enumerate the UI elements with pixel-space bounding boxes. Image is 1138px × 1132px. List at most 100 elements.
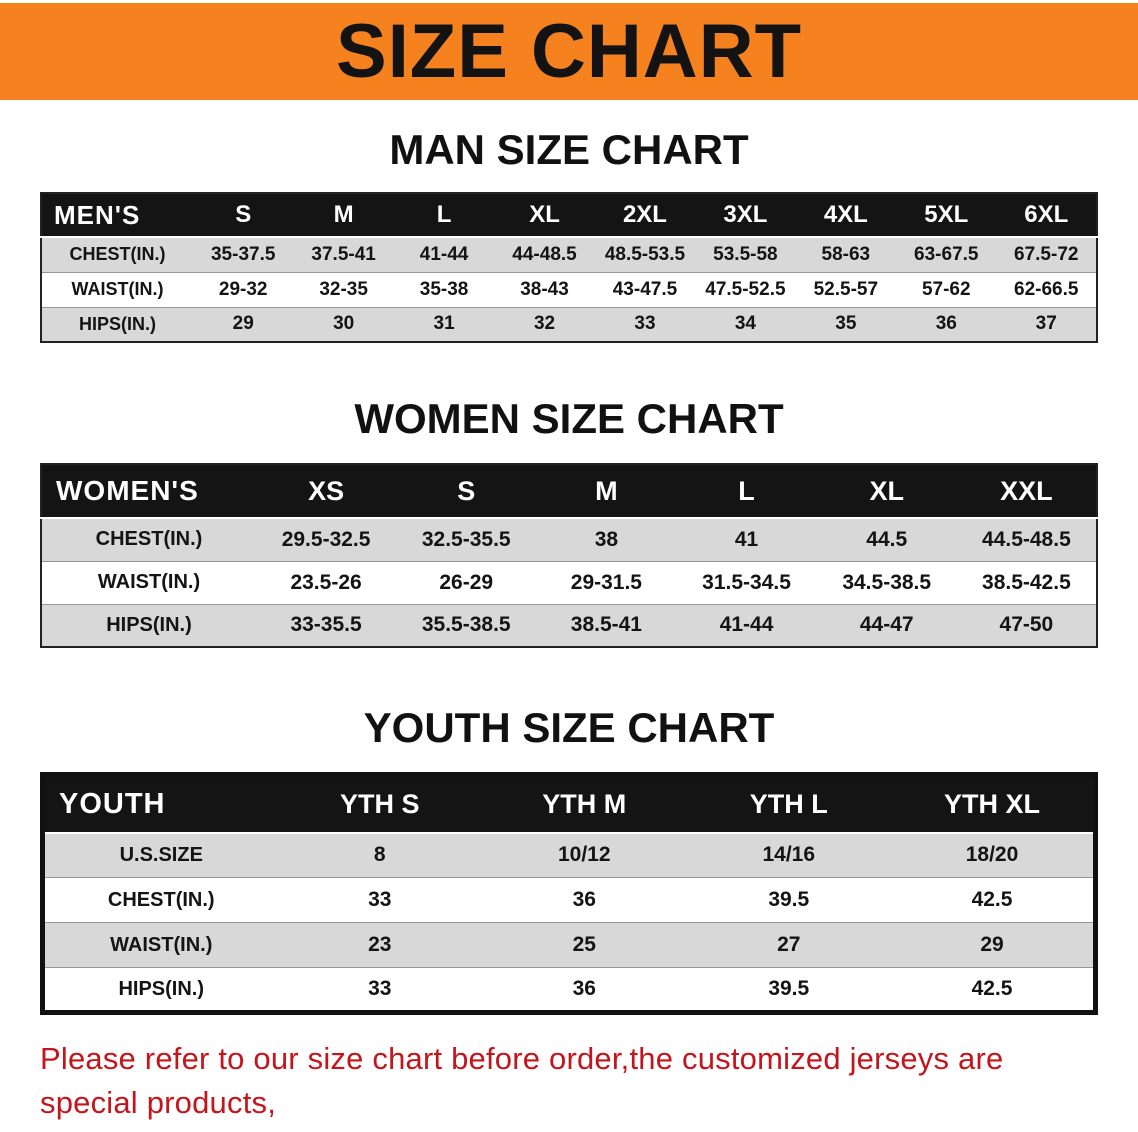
youth-size-table: YOUTH YTH S YTH M YTH L YTH XL U.S.SIZE 8 10/12… bbox=[40, 772, 1098, 1015]
size-value-cell: 36 bbox=[572, 888, 596, 911]
size-value-cell: 53.5-58 bbox=[713, 243, 778, 265]
size-value-cell: 32 bbox=[533, 313, 556, 335]
size-column-header: YTH S bbox=[277, 774, 482, 834]
size-value-cell: 35 bbox=[835, 313, 857, 335]
size-value-cell: 44-47 bbox=[859, 613, 914, 637]
table-row: CHEST(IN.) 33 36 39.5 42.5 bbox=[42, 877, 1096, 923]
row-label-cell: WAIST(IN.) bbox=[97, 571, 201, 593]
table-row: WAIST(IN.) 29-32 32-35 35-38 38-43 43-47.5 47.… bbox=[41, 272, 1097, 307]
row-label-cell: WAIST(IN.) bbox=[71, 279, 164, 299]
size-value-cell: 33 bbox=[368, 977, 392, 1000]
size-value-cell: 63-67.5 bbox=[914, 243, 979, 265]
size-column-header: XXL bbox=[956, 464, 1097, 519]
size-value-cell: 31 bbox=[433, 313, 455, 335]
size-table-header-row: WOMEN'S XS S M L XL XXL bbox=[41, 464, 1097, 519]
size-column-header: S bbox=[396, 464, 537, 519]
size-column-header: 5XL bbox=[896, 193, 997, 238]
table-row: CHEST(IN.) 29.5-32.5 32.5-35.5 38 41 44.5 44.5… bbox=[41, 518, 1097, 561]
table-title-cell: YOUTH bbox=[42, 774, 278, 834]
size-column-header: YTH XL bbox=[891, 774, 1096, 834]
size-value-cell: 32-35 bbox=[319, 278, 368, 300]
size-value-cell: 29 bbox=[232, 313, 254, 335]
size-value-cell: 39.5 bbox=[768, 888, 810, 911]
size-value-cell: 35.5-38.5 bbox=[421, 613, 511, 637]
size-value-cell: 29 bbox=[980, 933, 1004, 956]
table-row: HIPS(IN.) 33-35.5 35.5-38.5 38.5-41 41-44 44-… bbox=[41, 604, 1097, 647]
row-label-cell: HIPS(IN.) bbox=[78, 313, 156, 334]
row-label-cell: WAIST(IN.) bbox=[110, 933, 213, 956]
charts-area: MAN SIZE CHART MEN'S S M L XL 2XL 3XL 4XL 5XL 6XL… bbox=[0, 126, 1138, 1015]
size-value-cell: 35-37.5 bbox=[210, 243, 276, 265]
size-value-cell: 38 bbox=[594, 527, 619, 551]
size-value-cell: 10/12 bbox=[557, 843, 611, 867]
size-column-header: L bbox=[393, 193, 495, 238]
size-value-cell: 44.5 bbox=[866, 527, 908, 551]
size-value-cell: 26-29 bbox=[439, 570, 494, 594]
size-column-header: S bbox=[193, 193, 294, 238]
size-value-cell: 42.5 bbox=[971, 888, 1013, 911]
table-row: CHEST(IN.) 35-37.5 37.5-41 41-44 44-48.5 48.5… bbox=[41, 237, 1097, 272]
table-row: WAIST(IN.) 23 25 27 29 bbox=[42, 922, 1096, 968]
table-row: WAIST(IN.) 23.5-26 26-29 29-31.5 31.5-34.5 34… bbox=[41, 561, 1097, 604]
row-label-cell: CHEST(IN.) bbox=[69, 244, 166, 265]
size-value-cell: 36 bbox=[935, 313, 957, 335]
size-value-cell: 57-62 bbox=[921, 278, 971, 300]
table-title-cell: WOMEN'S bbox=[41, 464, 256, 519]
size-value-cell: 32.5-35.5 bbox=[421, 527, 511, 551]
size-value-cell: 67.5-72 bbox=[1014, 243, 1079, 265]
section-women: WOMEN SIZE CHART WOMEN'S XS S M L XL XXL CHEST(… bbox=[0, 395, 1138, 648]
size-value-cell: 37 bbox=[1035, 313, 1057, 335]
youth-section-heading: YOUTH SIZE CHART bbox=[363, 704, 775, 751]
size-value-cell: 44.5-48.5 bbox=[982, 527, 1071, 551]
page-title: SIZE CHART bbox=[336, 8, 802, 94]
size-value-cell: 33 bbox=[368, 888, 392, 911]
row-label-cell: HIPS(IN.) bbox=[106, 613, 192, 636]
size-value-cell: 58-63 bbox=[821, 243, 871, 265]
size-value-cell: 30 bbox=[333, 313, 355, 335]
row-label-cell: CHEST(IN.) bbox=[107, 888, 215, 911]
men-size-table: MEN'S S M L XL 2XL 3XL 4XL 5XL 6XL CHEST(IN.) 35-37… bbox=[40, 192, 1098, 343]
disclaimer-line-1: Please refer to our size chart before or… bbox=[40, 1041, 1004, 1121]
size-value-cell: 29-32 bbox=[218, 278, 268, 300]
size-value-cell: 29-31.5 bbox=[570, 570, 642, 594]
size-value-cell: 23 bbox=[368, 933, 392, 956]
row-label-cell: CHEST(IN.) bbox=[95, 528, 203, 551]
size-value-cell: 29.5-32.5 bbox=[281, 527, 371, 551]
disclaimer-line-2: we don't accept cancel, change, teturn o… bbox=[40, 1125, 1094, 1132]
size-value-cell: 31.5-34.5 bbox=[702, 570, 791, 594]
size-value-cell: 41-44 bbox=[419, 243, 469, 265]
size-table-header-row: MEN'S S M L XL 2XL 3XL 4XL 5XL 6XL bbox=[41, 193, 1097, 238]
size-column-header: XL bbox=[816, 464, 957, 519]
size-value-cell: 33 bbox=[634, 313, 656, 335]
table-row: HIPS(IN.) 29 30 31 32 33 34 35 36 37 bbox=[41, 307, 1097, 342]
size-value-cell: 27 bbox=[777, 933, 801, 956]
size-value-cell: 23.5-26 bbox=[290, 570, 362, 594]
section-men: MAN SIZE CHART MEN'S S M L XL 2XL 3XL 4XL 5XL 6XL… bbox=[0, 126, 1138, 343]
disclaimer: Please refer to our size chart before or… bbox=[40, 1037, 1094, 1132]
size-value-cell: 47.5-52.5 bbox=[705, 278, 786, 300]
size-value-cell: 18/20 bbox=[965, 843, 1019, 867]
size-column-header: XL bbox=[494, 193, 595, 238]
size-column-header: L bbox=[676, 464, 817, 519]
size-value-cell: 52.5-57 bbox=[813, 278, 879, 300]
women-size-table: WOMEN'S XS S M L XL XXL CHEST(IN.) 29.5-32.5 32.5… bbox=[40, 463, 1098, 648]
size-column-header: XS bbox=[256, 464, 397, 519]
size-table-header-row: YOUTH YTH S YTH M YTH L YTH XL bbox=[42, 774, 1096, 834]
size-value-cell: 41-44 bbox=[719, 613, 774, 637]
size-column-header: 2XL bbox=[594, 193, 696, 238]
table-title-cell: MEN'S bbox=[41, 193, 193, 238]
table-row: HIPS(IN.) 33 36 39.5 42.5 bbox=[42, 967, 1096, 1013]
size-value-cell: 47-50 bbox=[999, 613, 1054, 637]
size-value-cell: 44-48.5 bbox=[512, 243, 577, 265]
size-value-cell: 33-35.5 bbox=[290, 613, 362, 637]
size-value-cell: 37.5-41 bbox=[311, 243, 376, 265]
size-column-header: YTH L bbox=[686, 774, 891, 834]
size-value-cell: 39.5 bbox=[768, 977, 810, 1000]
size-value-cell: 34.5-38.5 bbox=[842, 570, 932, 594]
row-label-cell: HIPS(IN.) bbox=[118, 977, 205, 1000]
size-column-header: YTH M bbox=[482, 774, 687, 834]
size-value-cell: 42.5 bbox=[971, 977, 1013, 1000]
size-value-cell: 62-66.5 bbox=[1014, 278, 1079, 300]
women-section-heading: WOMEN SIZE CHART bbox=[354, 395, 784, 442]
row-label-cell: U.S.SIZE bbox=[119, 843, 203, 866]
